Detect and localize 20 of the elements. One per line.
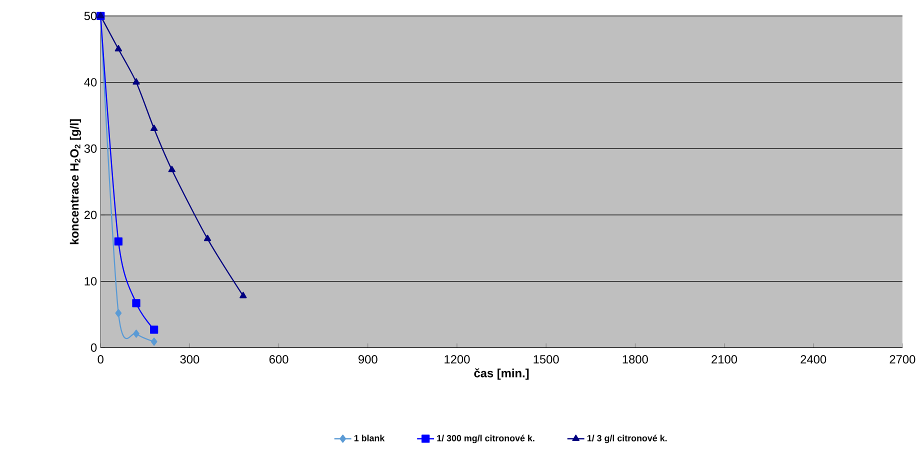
x-tick-label: 1500 xyxy=(534,355,559,364)
x-tick-label: 1800 xyxy=(622,355,648,364)
x-tick-label: 900 xyxy=(358,355,378,364)
y-axis-title: koncentrace H$_{2}$O$_{2}$ [g/l] xyxy=(70,119,82,244)
y-tick-label: 10 xyxy=(84,276,97,286)
legend-label: 1/ 3 g/l citronové k. xyxy=(587,434,667,444)
x-tick-label: 0 xyxy=(98,355,104,364)
x-axis-title: čas [min.] xyxy=(474,368,529,380)
x-tick-label: 2100 xyxy=(712,355,738,364)
x-tick-label: 2400 xyxy=(800,355,826,364)
y-tick-label: 30 xyxy=(84,144,97,153)
x-tick-label: 2700 xyxy=(890,355,916,364)
y-tick-label: 0 xyxy=(90,343,97,352)
x-tick-label: 1200 xyxy=(444,355,470,364)
x-tick-label: 600 xyxy=(269,355,288,364)
legend-label: 1/ 300 mg/l citronové k. xyxy=(437,434,534,444)
x-tick-label: 300 xyxy=(180,355,200,364)
y-tick-label: 40 xyxy=(84,78,97,86)
legend-label: 1 blank xyxy=(354,434,385,442)
y-tick-label: 20 xyxy=(84,210,97,220)
